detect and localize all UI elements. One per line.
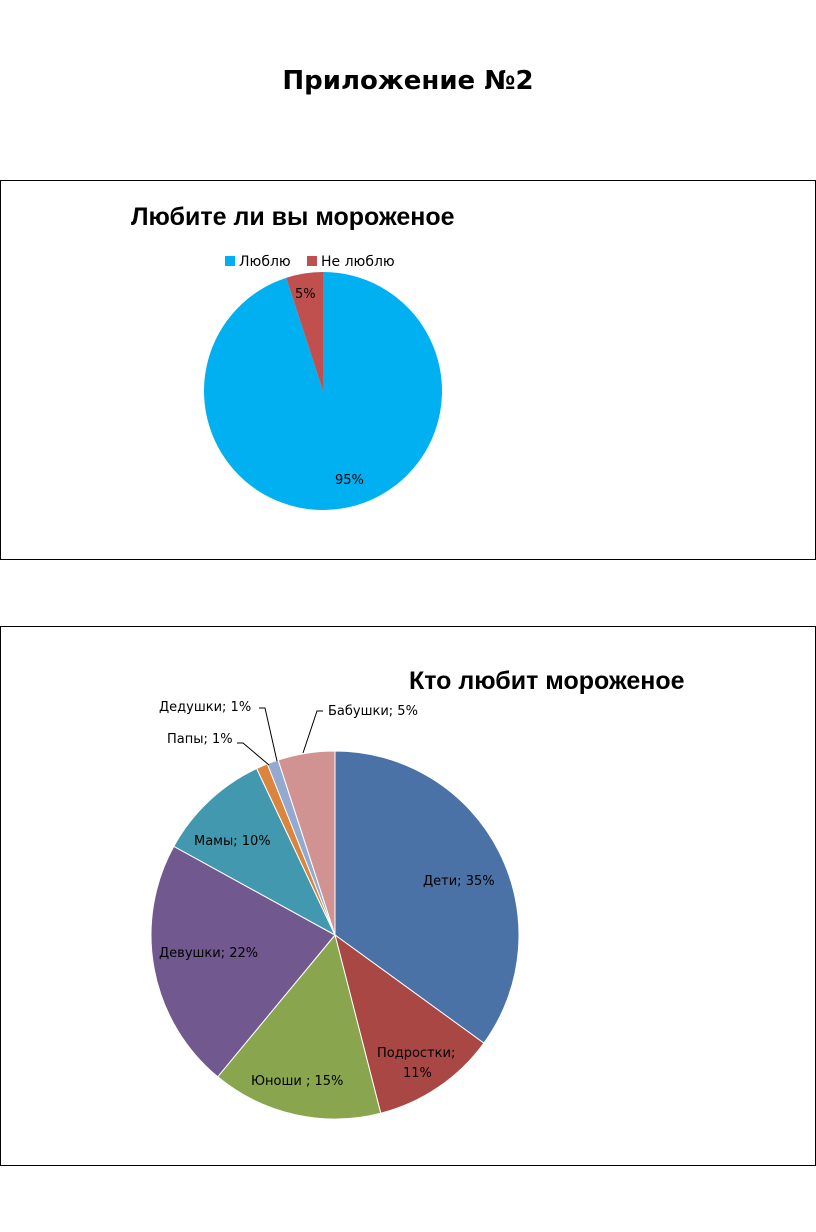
pie-chart-who-loves-ice-cream: Кто любит мороженое Дети; 35% Подростки;…	[150, 667, 685, 1120]
legend-swatch-dont-love	[307, 256, 317, 266]
legend-swatch-love	[225, 256, 235, 266]
pie-slice-young-men	[217, 933, 382, 1120]
chart-title: Кто любит мороженое	[409, 667, 685, 695]
pie-slice-girls	[150, 845, 336, 1078]
chart-title: Любите ли вы мороженое	[131, 203, 455, 231]
data-label-young-men: Юноши ; 15%	[251, 1074, 343, 1089]
legend: Люблю Не люблю	[225, 254, 395, 270]
data-label-moms: Мамы; 10%	[194, 834, 271, 849]
chart-who-loves-ice-cream: Кто любит мороженое Дети; 35% Подростки;…	[0, 626, 816, 1166]
pie-slice-children	[334, 750, 520, 1044]
data-label-dads: Папы; 1%	[167, 732, 233, 747]
data-label-teenagers-line2: 11%	[403, 1066, 432, 1081]
pie-chart-like-ice-cream: Любите ли вы мороженое Люблю Не люблю 95…	[131, 203, 455, 510]
chart-like-ice-cream: Любите ли вы мороженое Люблю Не люблю 95…	[0, 180, 816, 560]
leader-line-dads	[237, 742, 270, 766]
data-label-girls: Девушки; 22%	[159, 946, 258, 961]
data-label-grandmothers: Бабушки; 5%	[328, 704, 418, 719]
leader-line-grandmothers	[302, 710, 323, 754]
data-label-children: Дети; 35%	[423, 874, 495, 889]
leader-line-grandfathers	[259, 707, 278, 762]
legend-label-love: Люблю	[239, 254, 291, 270]
data-label-grandfathers: Дедушки; 1%	[159, 700, 251, 715]
pie-slice-teenagers	[334, 933, 485, 1114]
data-label-love: 95%	[335, 473, 364, 488]
pie-slice-grandmothers	[277, 750, 336, 936]
page-title: Приложение №2	[282, 66, 534, 96]
pie-slice-moms	[173, 767, 337, 937]
legend-label-dont-love: Не люблю	[321, 254, 395, 270]
pie-slice-dont-love	[286, 272, 323, 391]
data-label-teenagers-line1: Подростки;	[377, 1046, 455, 1061]
data-label-dont-love: 5%	[295, 287, 316, 302]
